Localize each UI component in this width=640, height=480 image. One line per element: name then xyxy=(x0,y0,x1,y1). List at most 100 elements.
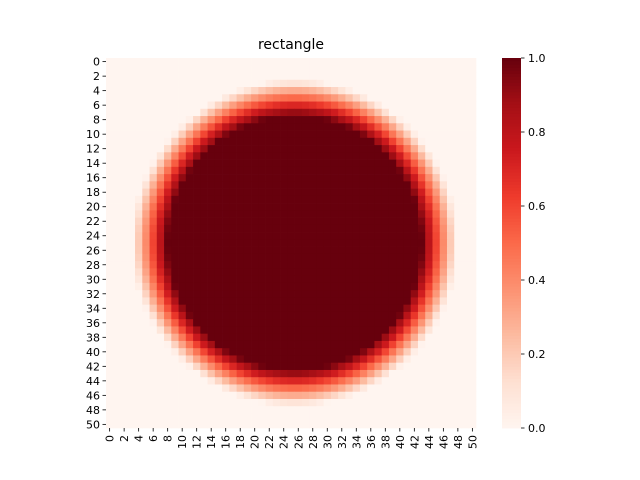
heatmap-cell xyxy=(265,152,274,160)
heatmap-cell xyxy=(200,268,208,276)
heatmap-cell xyxy=(120,224,129,233)
heatmap-cell xyxy=(113,181,121,189)
heatmap-cell xyxy=(309,123,317,131)
heatmap-cell xyxy=(388,130,397,139)
heatmap-cell xyxy=(403,123,412,131)
heatmap-cell xyxy=(388,108,397,117)
heatmap-cell xyxy=(432,94,441,102)
heatmap-cell xyxy=(316,58,324,66)
colorbar-band xyxy=(502,418,521,423)
heatmap-cell xyxy=(301,188,310,197)
colorbar-band xyxy=(502,125,521,130)
heatmap-cell xyxy=(338,275,346,284)
heatmap-cell xyxy=(309,130,317,139)
heatmap-cell xyxy=(388,203,397,211)
heatmap-cell xyxy=(316,282,324,291)
heatmap-cell xyxy=(432,384,441,393)
colorbar-band xyxy=(502,280,521,284)
heatmap-cell xyxy=(222,217,230,226)
colorbar-band xyxy=(502,239,521,244)
heatmap-cell xyxy=(207,275,216,284)
heatmap-cell xyxy=(193,261,201,269)
heatmap-cell xyxy=(461,181,470,189)
heatmap-cell xyxy=(432,203,441,211)
heatmap-cell xyxy=(207,246,216,255)
heatmap-cell xyxy=(185,420,194,429)
heatmap-cell xyxy=(135,87,143,95)
heatmap-cell xyxy=(294,362,303,371)
x-tick-label: 30 xyxy=(321,435,334,449)
heatmap-cell xyxy=(236,217,245,226)
heatmap-cell xyxy=(330,369,339,378)
heatmap-cell xyxy=(367,116,375,124)
x-tick-label: 20 xyxy=(249,435,262,449)
heatmap-cell xyxy=(410,101,419,110)
heatmap-cell xyxy=(301,210,310,218)
heatmap-cell xyxy=(381,268,390,276)
heatmap-cell xyxy=(374,101,383,110)
heatmap-cell xyxy=(229,203,237,211)
heatmap-cell xyxy=(309,348,317,356)
colorbar-band xyxy=(502,218,521,222)
heatmap-cell xyxy=(410,203,419,211)
heatmap-cell xyxy=(396,137,404,146)
heatmap-cell xyxy=(113,319,121,327)
heatmap-cell xyxy=(294,340,303,349)
heatmap-cell xyxy=(323,152,332,160)
heatmap-cell xyxy=(287,398,295,407)
heatmap-cell xyxy=(127,65,136,73)
heatmap-cell xyxy=(345,152,354,160)
heatmap-cell xyxy=(272,87,281,95)
heatmap-cell xyxy=(381,174,390,182)
heatmap-cell xyxy=(323,195,332,204)
heatmap-cell xyxy=(287,195,295,204)
heatmap-cell xyxy=(461,58,470,66)
heatmap-cell xyxy=(338,413,346,422)
heatmap-cell xyxy=(149,145,158,153)
heatmap-cell xyxy=(142,275,150,284)
heatmap-cell xyxy=(410,72,419,81)
heatmap-cell xyxy=(287,58,295,66)
heatmap-cell xyxy=(461,72,470,81)
x-tick-label: 50 xyxy=(466,435,479,449)
heatmap-cell xyxy=(222,58,230,66)
heatmap-cell xyxy=(120,58,129,66)
heatmap-cell xyxy=(207,79,216,88)
heatmap-cell xyxy=(156,282,165,291)
heatmap-cell xyxy=(149,420,158,429)
heatmap-cell xyxy=(410,224,419,233)
heatmap-cell xyxy=(345,159,354,168)
heatmap-cell xyxy=(468,101,477,110)
heatmap-cell xyxy=(446,232,455,240)
heatmap-cell xyxy=(149,116,158,124)
heatmap-cell xyxy=(149,174,158,182)
heatmap-cell xyxy=(468,203,477,211)
heatmap-cell xyxy=(236,79,245,88)
heatmap-cell xyxy=(156,340,165,349)
heatmap-cell xyxy=(185,398,194,407)
heatmap-cell xyxy=(454,159,462,168)
heatmap-cell xyxy=(338,137,346,146)
heatmap-cell xyxy=(164,101,172,110)
heatmap-cell xyxy=(468,253,477,262)
heatmap-cell xyxy=(265,210,274,218)
heatmap-cell xyxy=(388,152,397,160)
heatmap-cell xyxy=(367,137,375,146)
heatmap-cell xyxy=(294,130,303,139)
heatmap-cell xyxy=(461,275,470,284)
heatmap-cell xyxy=(468,58,477,66)
heatmap-cell xyxy=(294,79,303,88)
colorbar-band xyxy=(502,91,521,96)
heatmap-cell xyxy=(236,340,245,349)
heatmap-cell xyxy=(164,384,172,393)
heatmap-cell xyxy=(243,348,252,356)
heatmap-cell xyxy=(439,261,448,269)
heatmap-cell xyxy=(193,333,201,342)
colorbar-band xyxy=(502,58,521,62)
heatmap-cell xyxy=(280,210,288,218)
colorbar-band xyxy=(502,261,521,265)
heatmap-cell xyxy=(330,166,339,175)
heatmap-cell xyxy=(185,297,194,306)
heatmap-cell xyxy=(178,174,187,182)
heatmap-cell xyxy=(185,217,194,226)
